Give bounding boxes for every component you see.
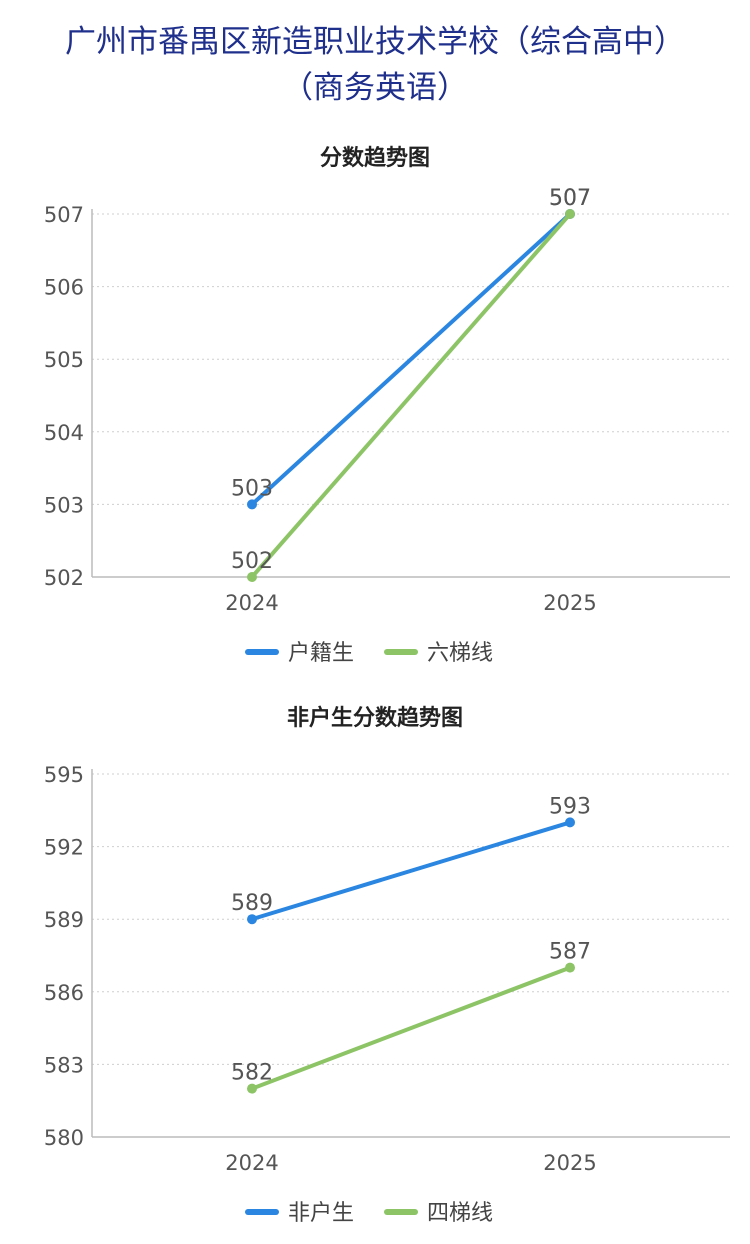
x-tick-label: 2025: [543, 1151, 596, 1175]
y-tick-label: 506: [44, 276, 84, 300]
data-point: [565, 817, 575, 828]
y-tick-label: 504: [44, 421, 84, 445]
data-point: [247, 499, 257, 510]
legend-label: 六梯线: [427, 641, 493, 666]
score-trend-chart: 分数趋势图 502 503 504 505 506 507 2024 2025 503 507 502…: [44, 145, 730, 666]
legend-label: 四梯线: [427, 1201, 493, 1226]
data-label: 503: [231, 476, 273, 501]
series-line-1: [251, 820, 571, 922]
y-tick-label: 583: [44, 1053, 84, 1077]
data-point: [565, 209, 575, 219]
data-point: [247, 914, 257, 925]
y-tick-label: 592: [44, 836, 84, 860]
y-tick-label: 586: [44, 981, 84, 1005]
y-tick-label: 503: [44, 493, 84, 517]
data-point: [247, 572, 257, 582]
data-label: 507: [549, 186, 591, 211]
x-tick-label: 2024: [225, 1151, 278, 1175]
data-point: [565, 962, 575, 973]
non-resident-score-trend-chart: 非户生分数趋势图 580 583 586 589 592 595 2024 2025 589 593…: [44, 705, 730, 1226]
data-label: 587: [549, 940, 591, 965]
data-label: 502: [231, 549, 273, 574]
chart-title: 分数趋势图: [320, 145, 430, 171]
y-tick-label: 507: [44, 203, 84, 227]
x-tick-label: 2025: [543, 591, 596, 615]
y-tick-label: 595: [44, 763, 84, 787]
data-label: 593: [549, 794, 591, 819]
data-point: [247, 1083, 257, 1094]
series-line-2: [250, 212, 572, 579]
data-label: 507: [549, 186, 591, 211]
series-line-1: [250, 212, 572, 506]
legend-label: 户籍生: [288, 641, 354, 666]
y-tick-label: 502: [44, 566, 84, 590]
x-tick-label: 2024: [225, 591, 278, 615]
chart-title: 非户生分数趋势图: [287, 705, 463, 731]
series-line-2: [251, 965, 571, 1091]
page-title-line2: （商务英语）: [282, 70, 468, 106]
data-label: 589: [231, 891, 273, 916]
data-label: 582: [231, 1061, 273, 1086]
y-tick-label: 580: [44, 1126, 84, 1150]
y-tick-label: 589: [44, 908, 84, 932]
y-tick-label: 505: [44, 348, 84, 372]
page-title-line1: 广州市番禺区新造职业技术学校（综合高中）: [65, 24, 685, 60]
legend-label: 非户生: [288, 1201, 354, 1226]
